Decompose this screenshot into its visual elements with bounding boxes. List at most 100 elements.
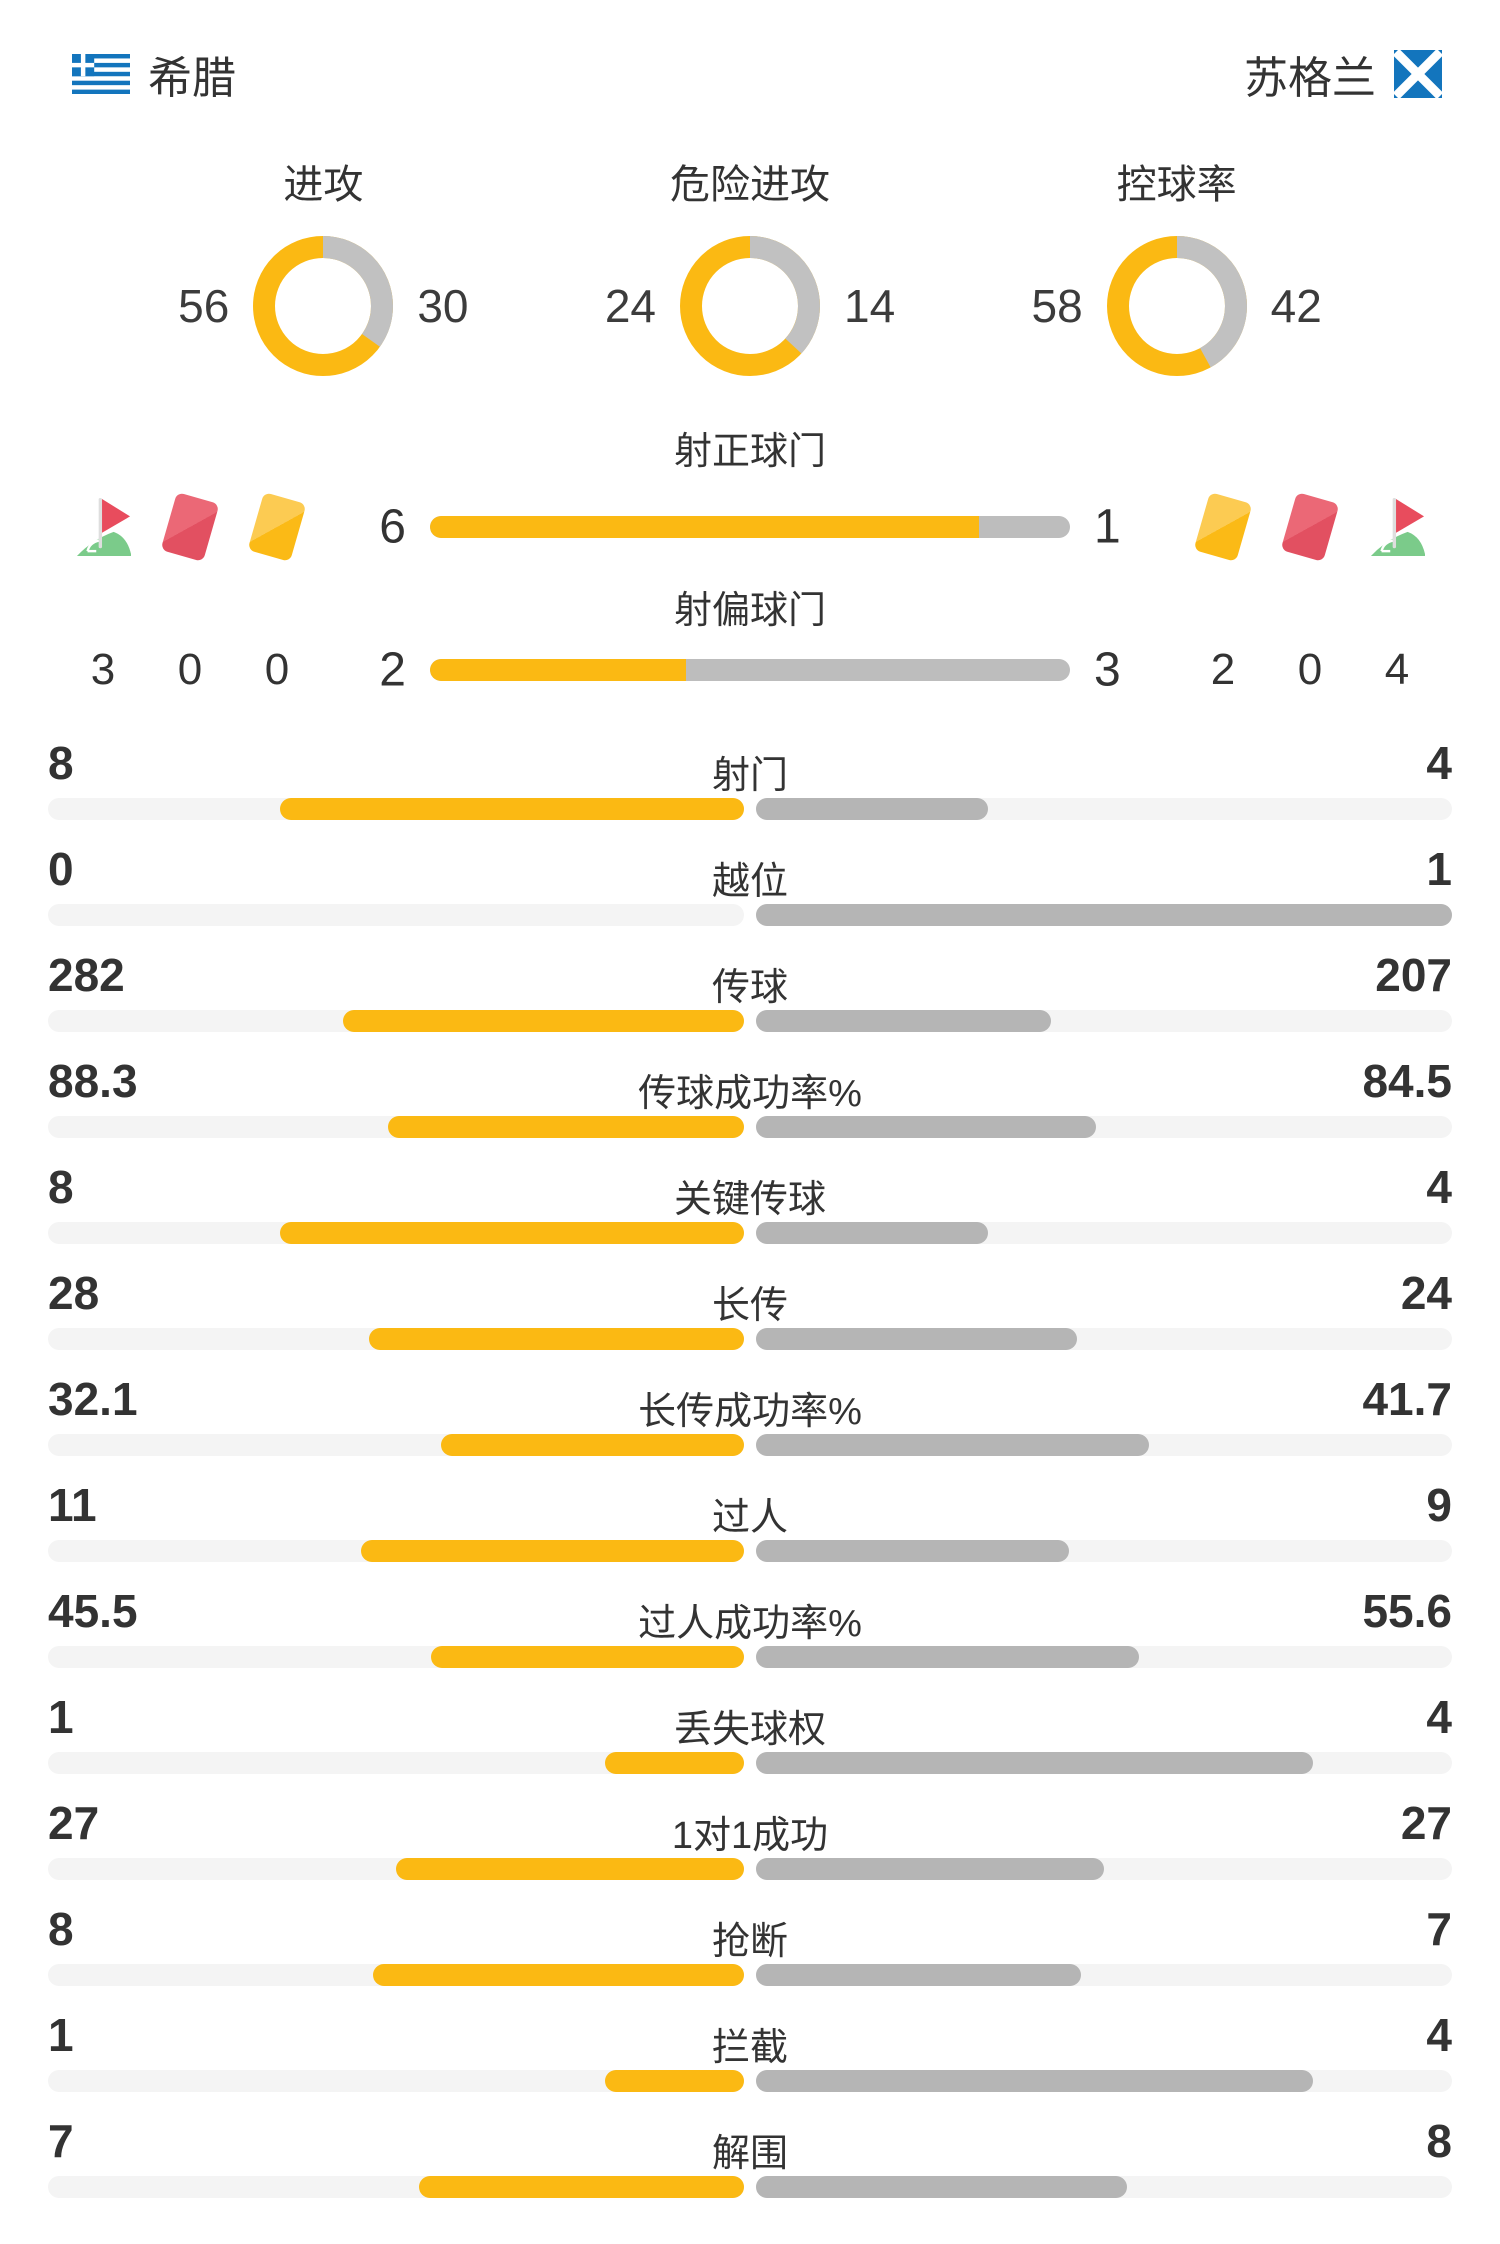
home-corner-flag-icon [75, 495, 131, 559]
stat-away-value: 207 [1375, 949, 1452, 1001]
away-red-card-count: 0 [1297, 645, 1323, 694]
shots-off-target-title: 射偏球门 [673, 590, 826, 632]
home-bar-track [48, 1434, 744, 1456]
home-corner-count: 3 [90, 645, 116, 694]
donut-home-value: 58 [1031, 280, 1083, 332]
stat-label: 长传 [711, 1285, 788, 1327]
home-bar-fill [280, 798, 744, 820]
attack-donut-chart [253, 236, 394, 376]
stat-bar [48, 1540, 1452, 1562]
stat-row: 28 长传 24 [0, 1264, 1500, 1370]
away-bar-fill [756, 1646, 1139, 1668]
shots-section: 射正球门 6 1 [0, 420, 1500, 706]
away-bar-track [756, 1222, 1452, 1244]
donut-title: 危险进攻 [670, 163, 830, 207]
stat-row: 27 1对1成功 27 [0, 1794, 1500, 1900]
stat-away-value: 4 [1426, 737, 1452, 789]
stat-label: 1对1成功 [671, 1815, 829, 1857]
away-bar-track [756, 1646, 1452, 1668]
home-bar-fill [430, 1646, 744, 1668]
home-bar-track [48, 1222, 744, 1244]
stat-away-value: 55.6 [1362, 1585, 1452, 1637]
stat-label: 传球 [711, 967, 788, 1009]
stat-bar [48, 1752, 1452, 1774]
away-corner-flag-icon [1369, 495, 1425, 559]
home-bar-track [48, 1540, 744, 1562]
away-bar-fill [756, 1858, 1104, 1880]
home-bar-fill [396, 1858, 744, 1880]
away-yellow-card-icon [1193, 492, 1253, 562]
donut-home-value: 24 [604, 280, 656, 332]
stat-label: 过人 [711, 1497, 788, 1539]
stat-home-value: 1 [48, 1691, 74, 1743]
stat-row: 11 过人 9 [0, 1476, 1500, 1582]
shots-on-target-home: 6 [379, 500, 406, 554]
stats-list: 8 射门 4 0 越位 1 282 传球 207 88.3 传球成功率% 84.… [0, 734, 1500, 2218]
away-bar-fill [756, 1010, 1051, 1032]
stat-away-value: 9 [1426, 1479, 1452, 1531]
stat-away-value: 4 [1426, 1691, 1452, 1743]
match-header: 希腊 苏格兰 [0, 0, 1500, 106]
stat-away-value: 7 [1426, 1903, 1452, 1955]
stat-bar [48, 1646, 1452, 1668]
home-bar-track [48, 1116, 744, 1138]
home-bar-track [48, 2070, 744, 2092]
shots-on-target-title: 射正球门 [673, 431, 826, 473]
home-bar-track [48, 1752, 744, 1774]
stat-label: 长传成功率% [638, 1391, 862, 1433]
stat-bar [48, 798, 1452, 820]
donut-group-dangerous-attack: 危险进攻 24 14 [537, 152, 964, 376]
donut-group-possession: 控球率 58 42 [963, 152, 1390, 376]
home-team: 希腊 [72, 42, 236, 106]
stat-home-value: 8 [48, 1161, 74, 1213]
stat-label: 解围 [711, 2133, 788, 2175]
stat-label: 抢断 [711, 1921, 788, 1963]
away-yellow-card-count: 2 [1210, 645, 1236, 694]
greece-flag-icon [72, 54, 130, 94]
stat-row: 45.5 过人成功率% 55.6 [0, 1582, 1500, 1688]
stat-row: 1 拦截 4 [0, 2006, 1500, 2112]
stat-away-value: 4 [1426, 1161, 1452, 1213]
away-bar-fill [756, 798, 988, 820]
stat-bar [48, 1222, 1452, 1244]
donut-title: 控球率 [1116, 163, 1237, 207]
shots-off-target-away: 3 [1094, 643, 1121, 697]
stat-home-value: 11 [48, 1479, 97, 1531]
stat-home-value: 27 [48, 1797, 100, 1849]
stat-home-value: 1 [48, 2009, 74, 2061]
away-bar-track [756, 1964, 1452, 1986]
dangerous-attack-donut-chart [680, 236, 820, 376]
home-team-name: 希腊 [148, 54, 236, 103]
shots-on-target-away: 1 [1094, 500, 1121, 554]
shots-on-target-row: 6 1 [0, 475, 1500, 579]
donut-home-value: 56 [178, 280, 230, 332]
stat-away-value: 8 [1426, 2115, 1452, 2167]
away-bar-track [756, 2176, 1452, 2198]
stat-bar [48, 1858, 1452, 1880]
donut-away-value: 42 [1270, 280, 1322, 332]
stat-row: 88.3 传球成功率% 84.5 [0, 1052, 1500, 1158]
away-bar-fill [756, 2070, 1313, 2092]
home-red-card-icon [160, 492, 220, 562]
donut-away-value: 30 [417, 280, 469, 332]
home-bar-fill [441, 1434, 744, 1456]
home-bar-fill [604, 2070, 744, 2092]
stat-row: 32.1 长传成功率% 41.7 [0, 1370, 1500, 1476]
stat-home-value: 8 [48, 737, 74, 789]
home-bar-fill [369, 1328, 744, 1350]
away-bar-fill [756, 1752, 1313, 1774]
stat-home-value: 282 [48, 949, 125, 1001]
away-bar-fill [756, 2176, 1128, 2198]
stat-away-value: 27 [1400, 1797, 1452, 1849]
scotland-flag-icon [1394, 50, 1442, 98]
stat-bar [48, 1116, 1452, 1138]
stat-home-value: 88.3 [48, 1055, 138, 1107]
stat-row: 1 丢失球权 4 [0, 1688, 1500, 1794]
away-team: 苏格兰 [1244, 42, 1442, 106]
donut-title: 进攻 [283, 163, 364, 207]
home-bar-track [48, 1646, 744, 1668]
stat-home-value: 28 [48, 1267, 100, 1319]
stat-home-value: 8 [48, 1903, 74, 1955]
stat-bar [48, 904, 1452, 926]
stat-row: 8 关键传球 4 [0, 1158, 1500, 1264]
